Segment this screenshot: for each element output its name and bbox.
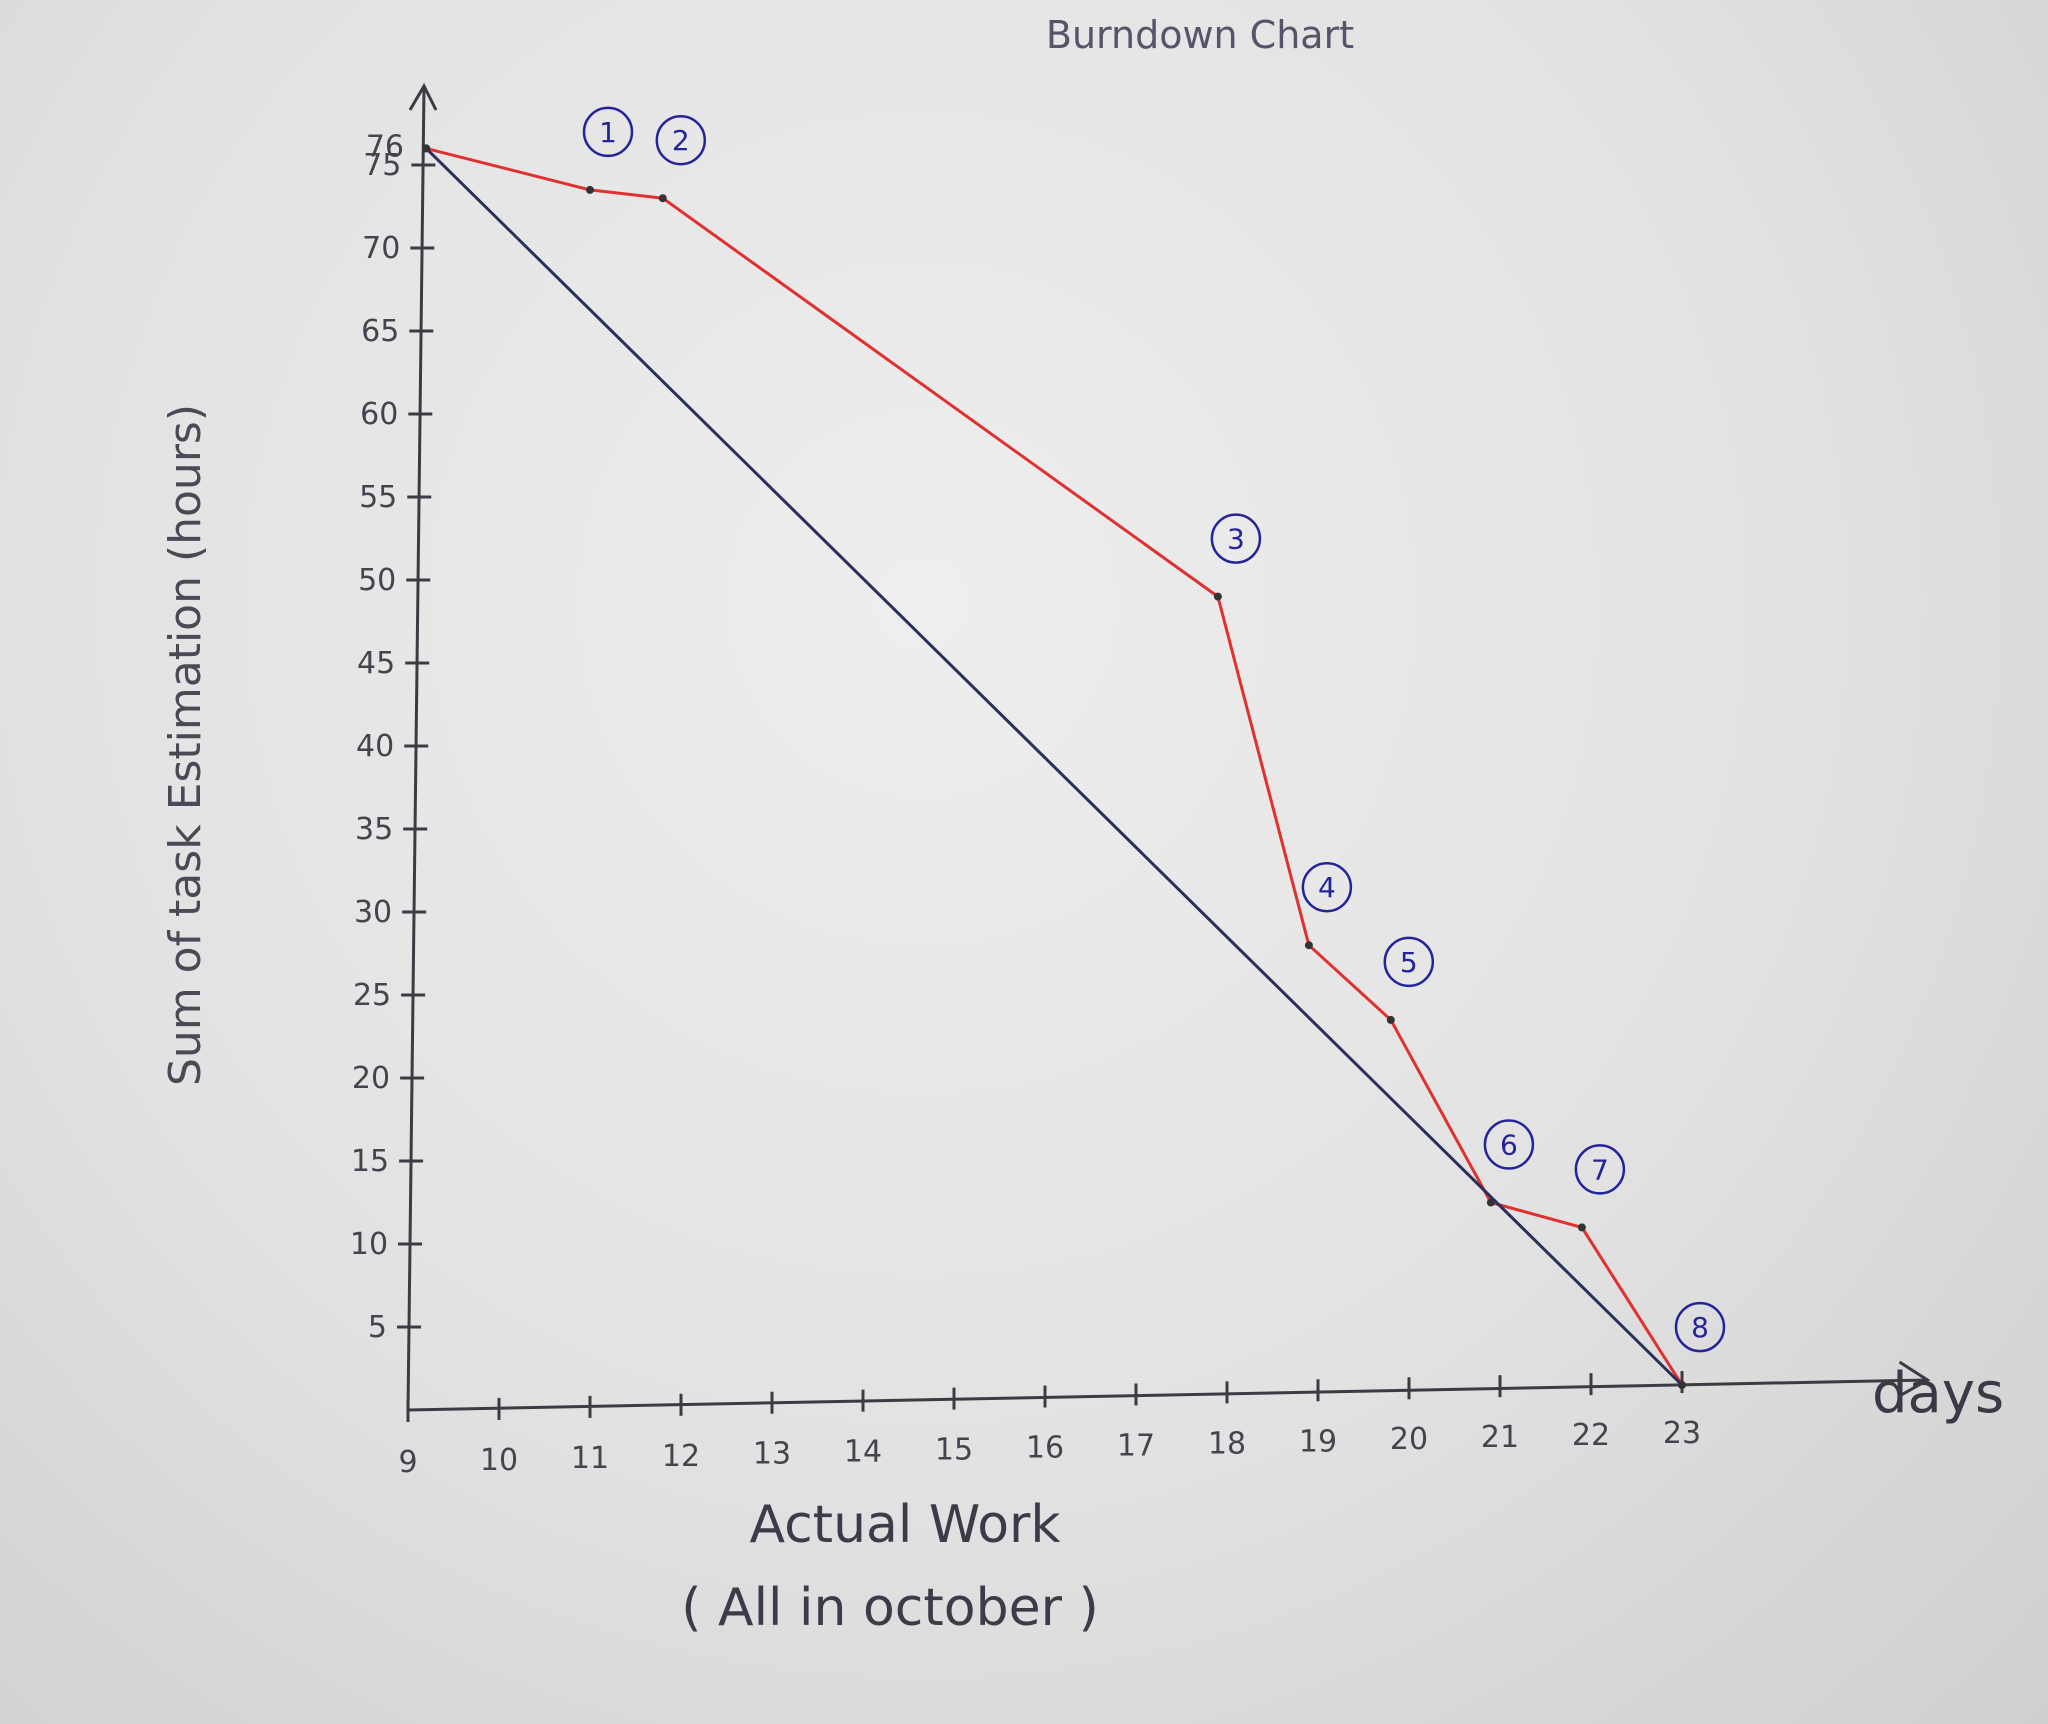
x-tick-label-9: 9 xyxy=(398,1445,417,1480)
x-axis-arrow-label: days xyxy=(1872,1361,2004,1426)
x-tick-label-13: 13 xyxy=(753,1437,791,1472)
marker-circle-2 xyxy=(655,114,707,166)
y-tick-label-top: 76 xyxy=(366,129,404,164)
y-axis-title: Sum of task Estimation (hours) xyxy=(160,404,211,1086)
series-layer xyxy=(422,144,1686,1390)
y-tick-label-30: 30 xyxy=(354,895,392,930)
marker-label-4: 4 xyxy=(1318,871,1336,904)
y-tick-label-10: 10 xyxy=(350,1227,388,1262)
y-tick-label-15: 15 xyxy=(351,1144,389,1179)
marker-label-7: 7 xyxy=(1591,1153,1609,1186)
marker-circle-3 xyxy=(1210,513,1262,564)
ticks: 9 10 11 12 13 14 15 16 17 18 19 20 21 22 23 5 10 15 20 25 30… xyxy=(350,129,1701,1480)
x-tick-label-15: 15 xyxy=(935,1433,973,1468)
x-tick-label-11: 11 xyxy=(571,1441,609,1476)
marker-label-1: 1 xyxy=(599,116,617,149)
x-tick-label-17: 17 xyxy=(1117,1428,1155,1463)
y-axis-line xyxy=(406,87,426,1411)
y-tick-label-45: 45 xyxy=(357,646,395,681)
series-0-point-3 xyxy=(1213,592,1222,601)
y-tick-label-25: 25 xyxy=(353,978,391,1013)
y-tick-label-60: 60 xyxy=(360,397,398,432)
y-tick-label-20: 20 xyxy=(352,1061,390,1096)
y-axis-arrow xyxy=(408,82,438,111)
series-0-point-2 xyxy=(658,194,667,203)
marker-circle-4 xyxy=(1301,861,1353,913)
y-tick-label-40: 40 xyxy=(356,729,394,764)
x-tick-label-22: 22 xyxy=(1572,1418,1610,1453)
y-tick-label-55: 55 xyxy=(359,480,397,515)
x-tick-label-19: 19 xyxy=(1299,1424,1337,1459)
marker-label-2: 2 xyxy=(672,124,690,157)
marker-label-3: 3 xyxy=(1227,523,1245,556)
y-tick-label-50: 50 xyxy=(358,563,396,598)
marker-label-6: 6 xyxy=(1500,1129,1518,1162)
x-tick-label-18: 18 xyxy=(1208,1426,1246,1461)
marker-circle-7 xyxy=(1574,1144,1626,1195)
series-0-point-5 xyxy=(1386,1015,1395,1024)
marker-circle-5 xyxy=(1383,936,1435,988)
x-axis-note: ( All in october ) xyxy=(681,1578,1099,1638)
y-tick-label-35: 35 xyxy=(355,812,393,847)
x-tick-label-12: 12 xyxy=(662,1439,700,1474)
x-axis-line xyxy=(407,1378,1928,1412)
x-axis-title: Actual Work xyxy=(749,1495,1060,1555)
y-tick-label-5: 5 xyxy=(368,1310,387,1345)
axes xyxy=(406,82,1931,1412)
chart-title: Burndown Chart xyxy=(1046,13,1354,57)
y-axis-title-group: Sum of task Estimation (hours) xyxy=(160,404,211,1086)
marker-circle-8 xyxy=(1674,1301,1726,1353)
marker-circle-6 xyxy=(1483,1119,1535,1170)
marker-label-8: 8 xyxy=(1691,1311,1709,1344)
x-tick-label-16: 16 xyxy=(1026,1431,1064,1466)
y-tick-label-75: 75 xyxy=(363,148,401,183)
x-tick-label-23: 23 xyxy=(1663,1416,1701,1451)
x-tick-label-20: 20 xyxy=(1390,1422,1428,1457)
x-tick-label-21: 21 xyxy=(1481,1420,1519,1455)
series-0-point-4 xyxy=(1304,941,1313,950)
point-markers: 1 2 3 4 5 6 7 8 xyxy=(582,106,1726,1353)
series-1-point-0 xyxy=(422,144,431,153)
x-tick-label-14: 14 xyxy=(844,1435,882,1470)
y-tick-label-70: 70 xyxy=(362,231,400,266)
y-tick-label-65: 65 xyxy=(361,314,399,349)
series-1-point-1 xyxy=(1678,1381,1686,1390)
series-0-point-7 xyxy=(1577,1223,1586,1232)
x-tick-label-10: 10 xyxy=(480,1443,518,1478)
series-1-line xyxy=(424,146,1684,1387)
marker-label-5: 5 xyxy=(1400,946,1418,979)
series-0-point-1 xyxy=(586,185,594,194)
marker-circle-1 xyxy=(582,106,634,158)
x-axis-arrow xyxy=(1898,1360,1931,1398)
